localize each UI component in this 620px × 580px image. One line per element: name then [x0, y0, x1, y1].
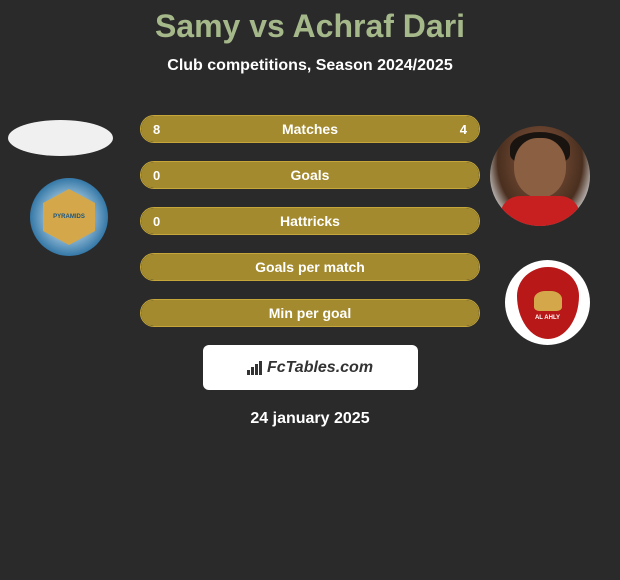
brand-logo-box: FcTables.com [203, 345, 418, 390]
club-left-label: PYRAMIDS [53, 214, 85, 220]
stat-left-value: 0 [153, 168, 160, 183]
stat-row-min-per-goal: Min per goal [140, 299, 480, 327]
brand-text: FcTables.com [267, 359, 373, 377]
club-left-crest: PYRAMIDS [43, 189, 95, 245]
club-eagle-icon [534, 291, 562, 311]
comparison-date: 24 january 2025 [0, 410, 620, 428]
stat-label: Goals [291, 167, 330, 183]
club-right-crest: AL AHLY [517, 267, 579, 339]
club-right-label: AL AHLY [535, 315, 560, 321]
stat-label: Matches [282, 121, 338, 137]
stat-row-goals: 0 Goals [140, 161, 480, 189]
stat-row-hattricks: 0 Hattricks [140, 207, 480, 235]
club-right-badge: AL AHLY [505, 260, 590, 345]
player-left-avatar [8, 120, 113, 156]
stat-left-value: 0 [153, 214, 160, 229]
stat-label: Goals per match [255, 259, 365, 275]
player-right-avatar [490, 126, 590, 226]
player-shirt [500, 196, 580, 226]
brand-logo: FcTables.com [247, 359, 373, 377]
stat-label: Hattricks [280, 213, 340, 229]
stat-row-matches: 8 Matches 4 [140, 115, 480, 143]
stat-left-value: 8 [153, 122, 160, 137]
stat-label: Min per goal [269, 305, 351, 321]
comparison-title: Samy vs Achraf Dari [0, 8, 620, 45]
player-face [514, 138, 566, 198]
stat-row-goals-per-match: Goals per match [140, 253, 480, 281]
stat-right-value: 4 [460, 122, 467, 137]
comparison-subtitle: Club competitions, Season 2024/2025 [0, 57, 620, 75]
club-left-badge: PYRAMIDS [30, 178, 108, 256]
chart-icon [247, 361, 262, 375]
